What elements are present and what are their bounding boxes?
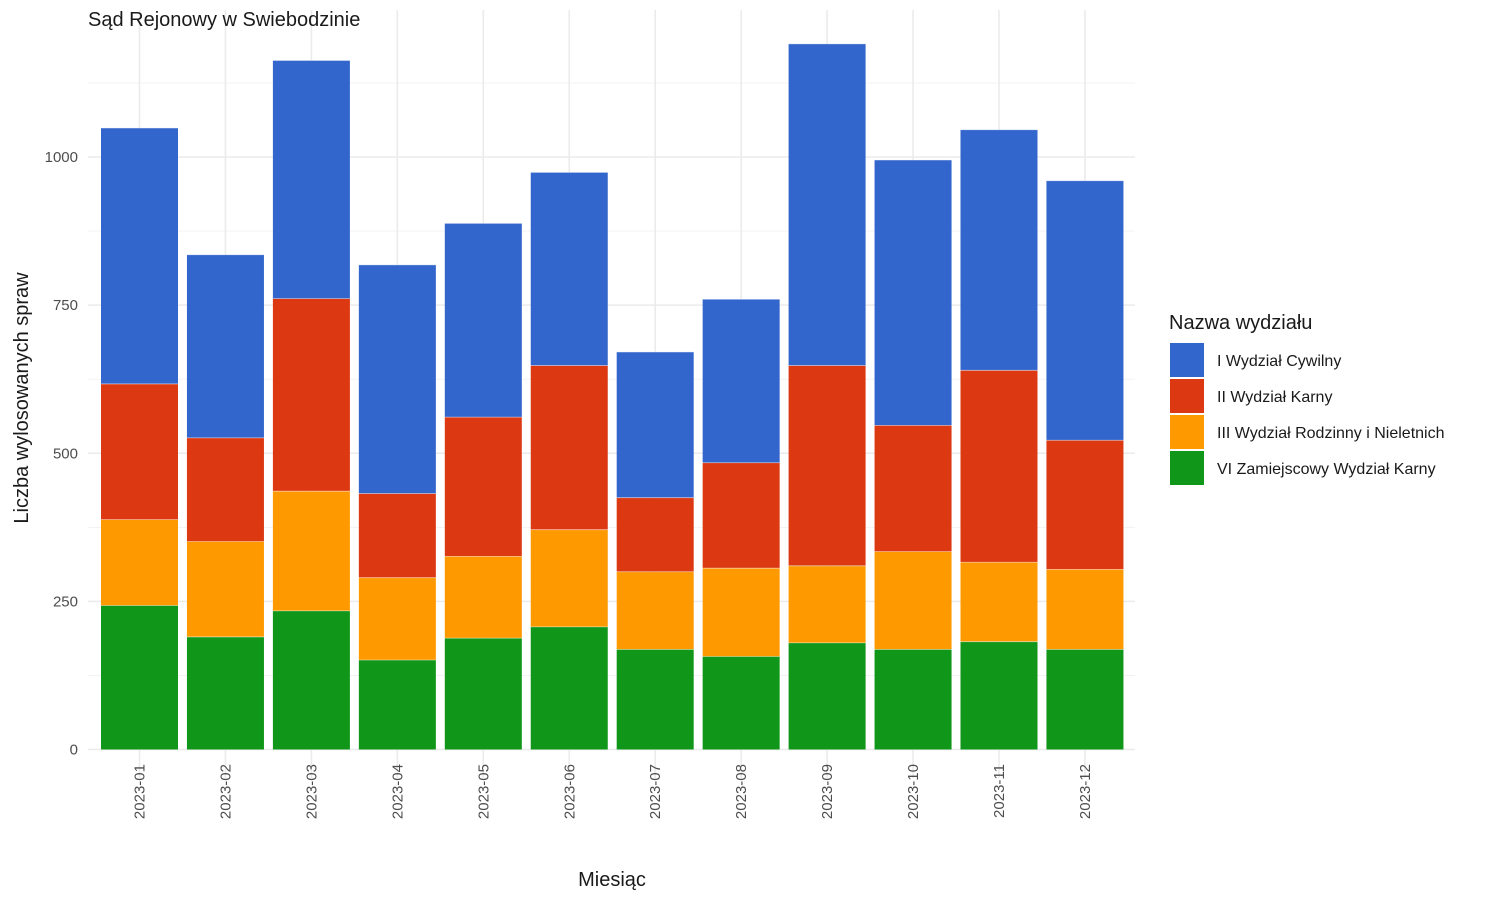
x-tick-label: 2023-10 [905,764,922,819]
y-tick-label: 250 [53,593,78,610]
bar-segment [616,649,694,750]
legend-label: VI Zamiejscowy Wydział Karny [1217,461,1436,478]
bar-segment [702,462,780,569]
bar-segment [101,127,178,384]
x-tick-label: 2023-11 [991,764,1008,818]
x-tick-label: 2023-06 [561,764,578,819]
y-tick-label: 500 [53,445,78,462]
x-axis-ticks: 2023-01 2023-02 2023-03 2023-04 2023-05 2023-… [132,764,1094,819]
bar-segment [874,551,952,650]
bar-segment [358,577,436,661]
bar-segment [616,571,694,650]
bar-segment [1046,180,1124,441]
bar-segment [702,568,780,657]
bar-segment [530,529,608,627]
bar-segment [1046,569,1124,650]
bar-segment [1046,440,1124,570]
x-tick-label: 2023-12 [1077,764,1094,819]
y-tick-label: 0 [70,742,78,759]
bar-segment [272,298,350,492]
bar-segment [874,159,952,426]
bar-segment [788,365,866,566]
legend-label: I Wydział Cywilny [1217,353,1341,370]
x-tick-label: 2023-03 [303,764,320,819]
bar-segment [186,636,264,750]
chart-title: Sąd Rejonowy w Swiebodzinie [88,9,360,31]
bar-segment [788,43,866,366]
bar-segment [788,565,866,643]
legend-swatch [1170,415,1204,449]
x-tick-label: 2023-05 [475,764,492,819]
bar-segment [530,626,608,750]
legend-label: III Wydział Rodzinny i Nieletnich [1217,425,1445,442]
x-tick-label: 2023-02 [217,764,234,819]
legend-title: Nazwa wydziału [1169,312,1312,334]
bar-segment [874,649,952,750]
bar-segment [186,437,264,542]
bar-segment [101,519,178,606]
bar-segment [960,129,1038,371]
y-axis-ticks: 0 250 500 750 1000 [45,149,78,759]
legend: Nazwa wydziału I Wydział Cywilny II Wydzi… [1169,312,1445,485]
x-tick-label: 2023-01 [132,764,149,819]
bar-segment [616,351,694,498]
bar-segment [702,656,780,750]
bar-segment [960,370,1038,563]
x-tick-label: 2023-04 [389,764,406,819]
bar-segment [186,541,264,637]
bar-segment [101,605,178,750]
bar-segment [272,610,350,750]
bars [101,43,1124,750]
bar-segment [444,417,522,557]
x-tick-label: 2023-08 [733,764,750,819]
bar-segment [444,638,522,750]
y-tick-label: 750 [53,297,78,314]
bar-segment [960,641,1038,750]
x-tick-label: 2023-09 [819,764,836,819]
y-tick-label: 1000 [45,149,78,166]
bar-segment [616,497,694,572]
bar-segment [788,642,866,750]
bar-segment [702,299,780,463]
bar-segment [1046,649,1124,750]
y-axis-title: Liczba wylosowanych spraw [11,272,33,524]
legend-label: II Wydział Karny [1217,389,1332,406]
bar-segment [874,425,952,552]
bar-segment [358,660,436,750]
bar-segment [358,264,436,494]
legend-swatch [1170,343,1204,377]
bar-segment [444,223,522,418]
bar-segment [101,383,178,520]
legend-swatch [1170,451,1204,485]
bar-segment [530,365,608,530]
bar-segment [358,493,436,578]
bar-segment [186,254,264,438]
bar-segment [960,562,1038,642]
x-axis-title: Miesiąc [578,869,646,891]
bar-segment [444,556,522,639]
bar-segment [272,491,350,611]
bar-segment [272,60,350,299]
x-tick-label: 2023-07 [647,764,664,819]
legend-swatch [1170,379,1204,413]
bar-segment [530,172,608,366]
